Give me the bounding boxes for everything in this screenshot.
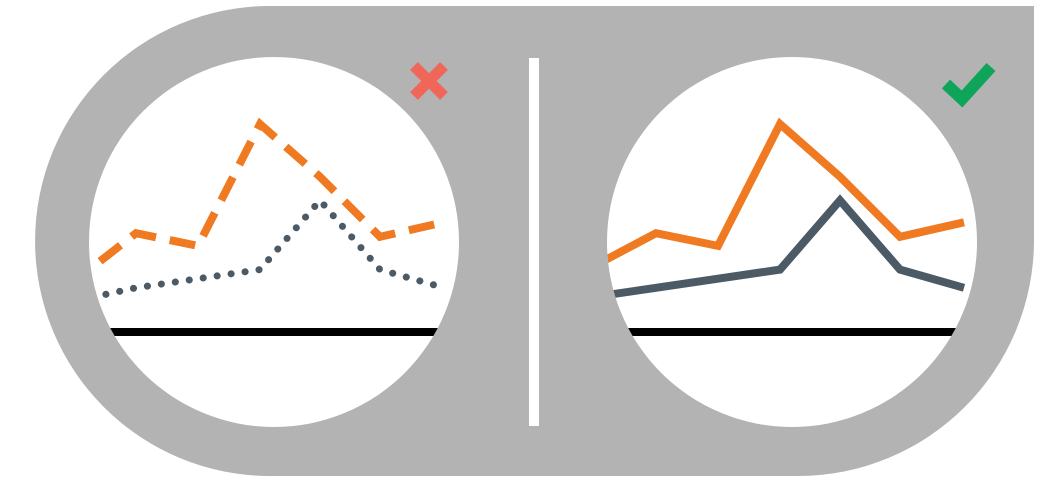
cross-icon bbox=[410, 62, 448, 100]
bad-example-circle bbox=[89, 57, 459, 427]
good-example-circle bbox=[607, 57, 977, 427]
bad-example-slate-dotted-line bbox=[89, 195, 448, 304]
good-example-slate-solid-line bbox=[607, 194, 966, 304]
good-example bbox=[607, 57, 996, 427]
bad-example-orange-dashed-line bbox=[89, 117, 445, 282]
good-example-orange-solid-line bbox=[607, 117, 965, 281]
check-icon bbox=[941, 62, 996, 108]
bad-example bbox=[89, 57, 459, 427]
